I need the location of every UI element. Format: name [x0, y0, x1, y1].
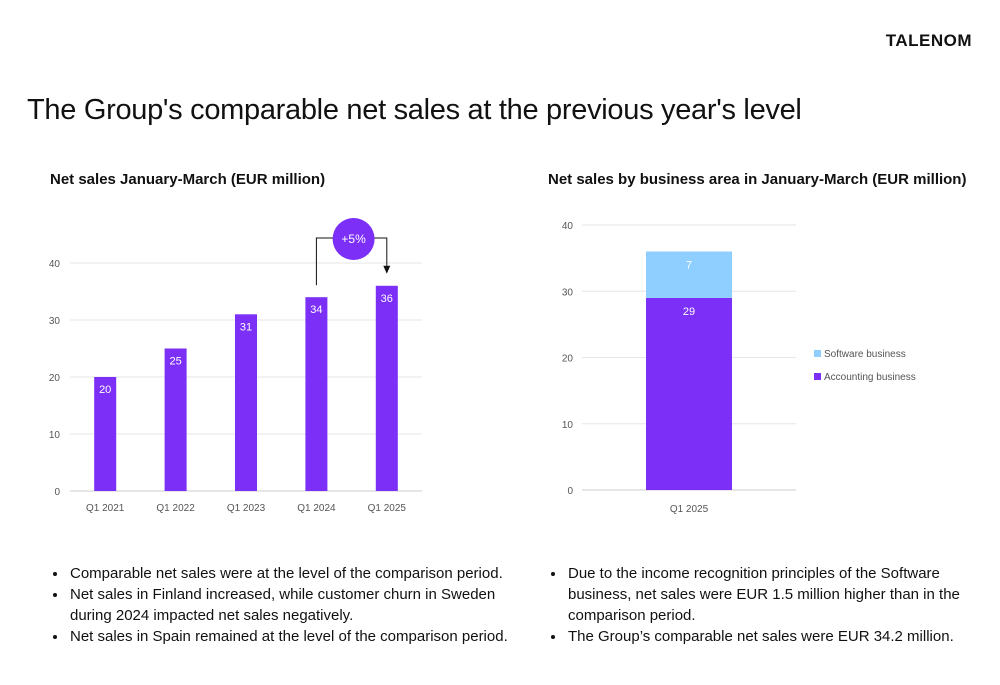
y-tick-label: 30 — [49, 316, 61, 327]
bar — [235, 314, 257, 491]
data-label: 31 — [240, 321, 252, 333]
legend-label: Accounting business — [824, 372, 916, 383]
y-tick-label: 10 — [562, 420, 574, 431]
data-label: 36 — [381, 293, 393, 305]
page-title: The Group's comparable net sales at the … — [27, 94, 802, 126]
data-label: 20 — [99, 384, 111, 396]
data-label: 25 — [169, 356, 181, 368]
talenom-logo: TALENOM — [885, 31, 972, 50]
growth-badge — [332, 218, 375, 260]
bullet-item: Net sales in Finland increased, while cu… — [68, 584, 538, 626]
data-label: 34 — [310, 304, 322, 316]
y-tick-label: 0 — [567, 486, 573, 497]
bar — [305, 297, 328, 491]
growth-badge-label: +5% — [341, 232, 366, 246]
business-area-stacked-chart: 0 10 20 30 40 29 7 Q1 2025 Software business Acco… — [562, 221, 916, 515]
y-tick-label: 30 — [562, 287, 574, 298]
bullet-item: Comparable net sales were at the level o… — [68, 563, 538, 584]
legend-swatch — [814, 350, 821, 357]
x-tick-label: Q1 2022 — [156, 503, 195, 514]
data-label: 29 — [683, 306, 695, 318]
legend-swatch — [814, 373, 821, 380]
bar — [164, 348, 187, 491]
y-tick-label: 20 — [562, 354, 574, 365]
y-tick-label: 40 — [562, 221, 574, 232]
x-tick-label: Q1 2025 — [368, 503, 407, 514]
legend-label: Software business — [824, 349, 906, 360]
y-tick-label: 10 — [49, 430, 61, 441]
data-label: 7 — [686, 260, 692, 272]
x-tick-label: Q1 2021 — [86, 503, 125, 514]
bar — [375, 285, 398, 491]
y-tick-label: 40 — [49, 259, 61, 270]
business-area-chart-title: Net sales by business area in January-Ma… — [548, 171, 967, 188]
x-tick-label: Q1 2025 — [670, 504, 709, 515]
x-tick-label: Q1 2024 — [297, 503, 336, 514]
right-bullet-list: Due to the income recognition principles… — [548, 563, 986, 647]
growth-arrowhead — [383, 265, 391, 274]
y-tick-label: 20 — [49, 373, 61, 384]
bullet-item: The Group’s comparable net sales were EU… — [566, 626, 986, 647]
stacked-bar-segment — [646, 297, 732, 490]
net-sales-bar-chart: 0 10 20 30 40 20 Q1 2021 25 Q1 2022 31 Q1 2023 34 Q1… — [49, 218, 422, 514]
bullet-item: Due to the income recognition principles… — [566, 563, 986, 626]
left-bullet-list: Comparable net sales were at the level o… — [50, 563, 538, 647]
y-tick-label: 0 — [54, 487, 60, 498]
net-sales-chart-title: Net sales January-March (EUR million) — [50, 171, 326, 188]
bar — [94, 377, 117, 491]
bullet-item: Net sales in Spain remained at the level… — [68, 626, 538, 647]
stacked-bar-segment — [646, 251, 732, 298]
x-tick-label: Q1 2023 — [227, 503, 266, 514]
